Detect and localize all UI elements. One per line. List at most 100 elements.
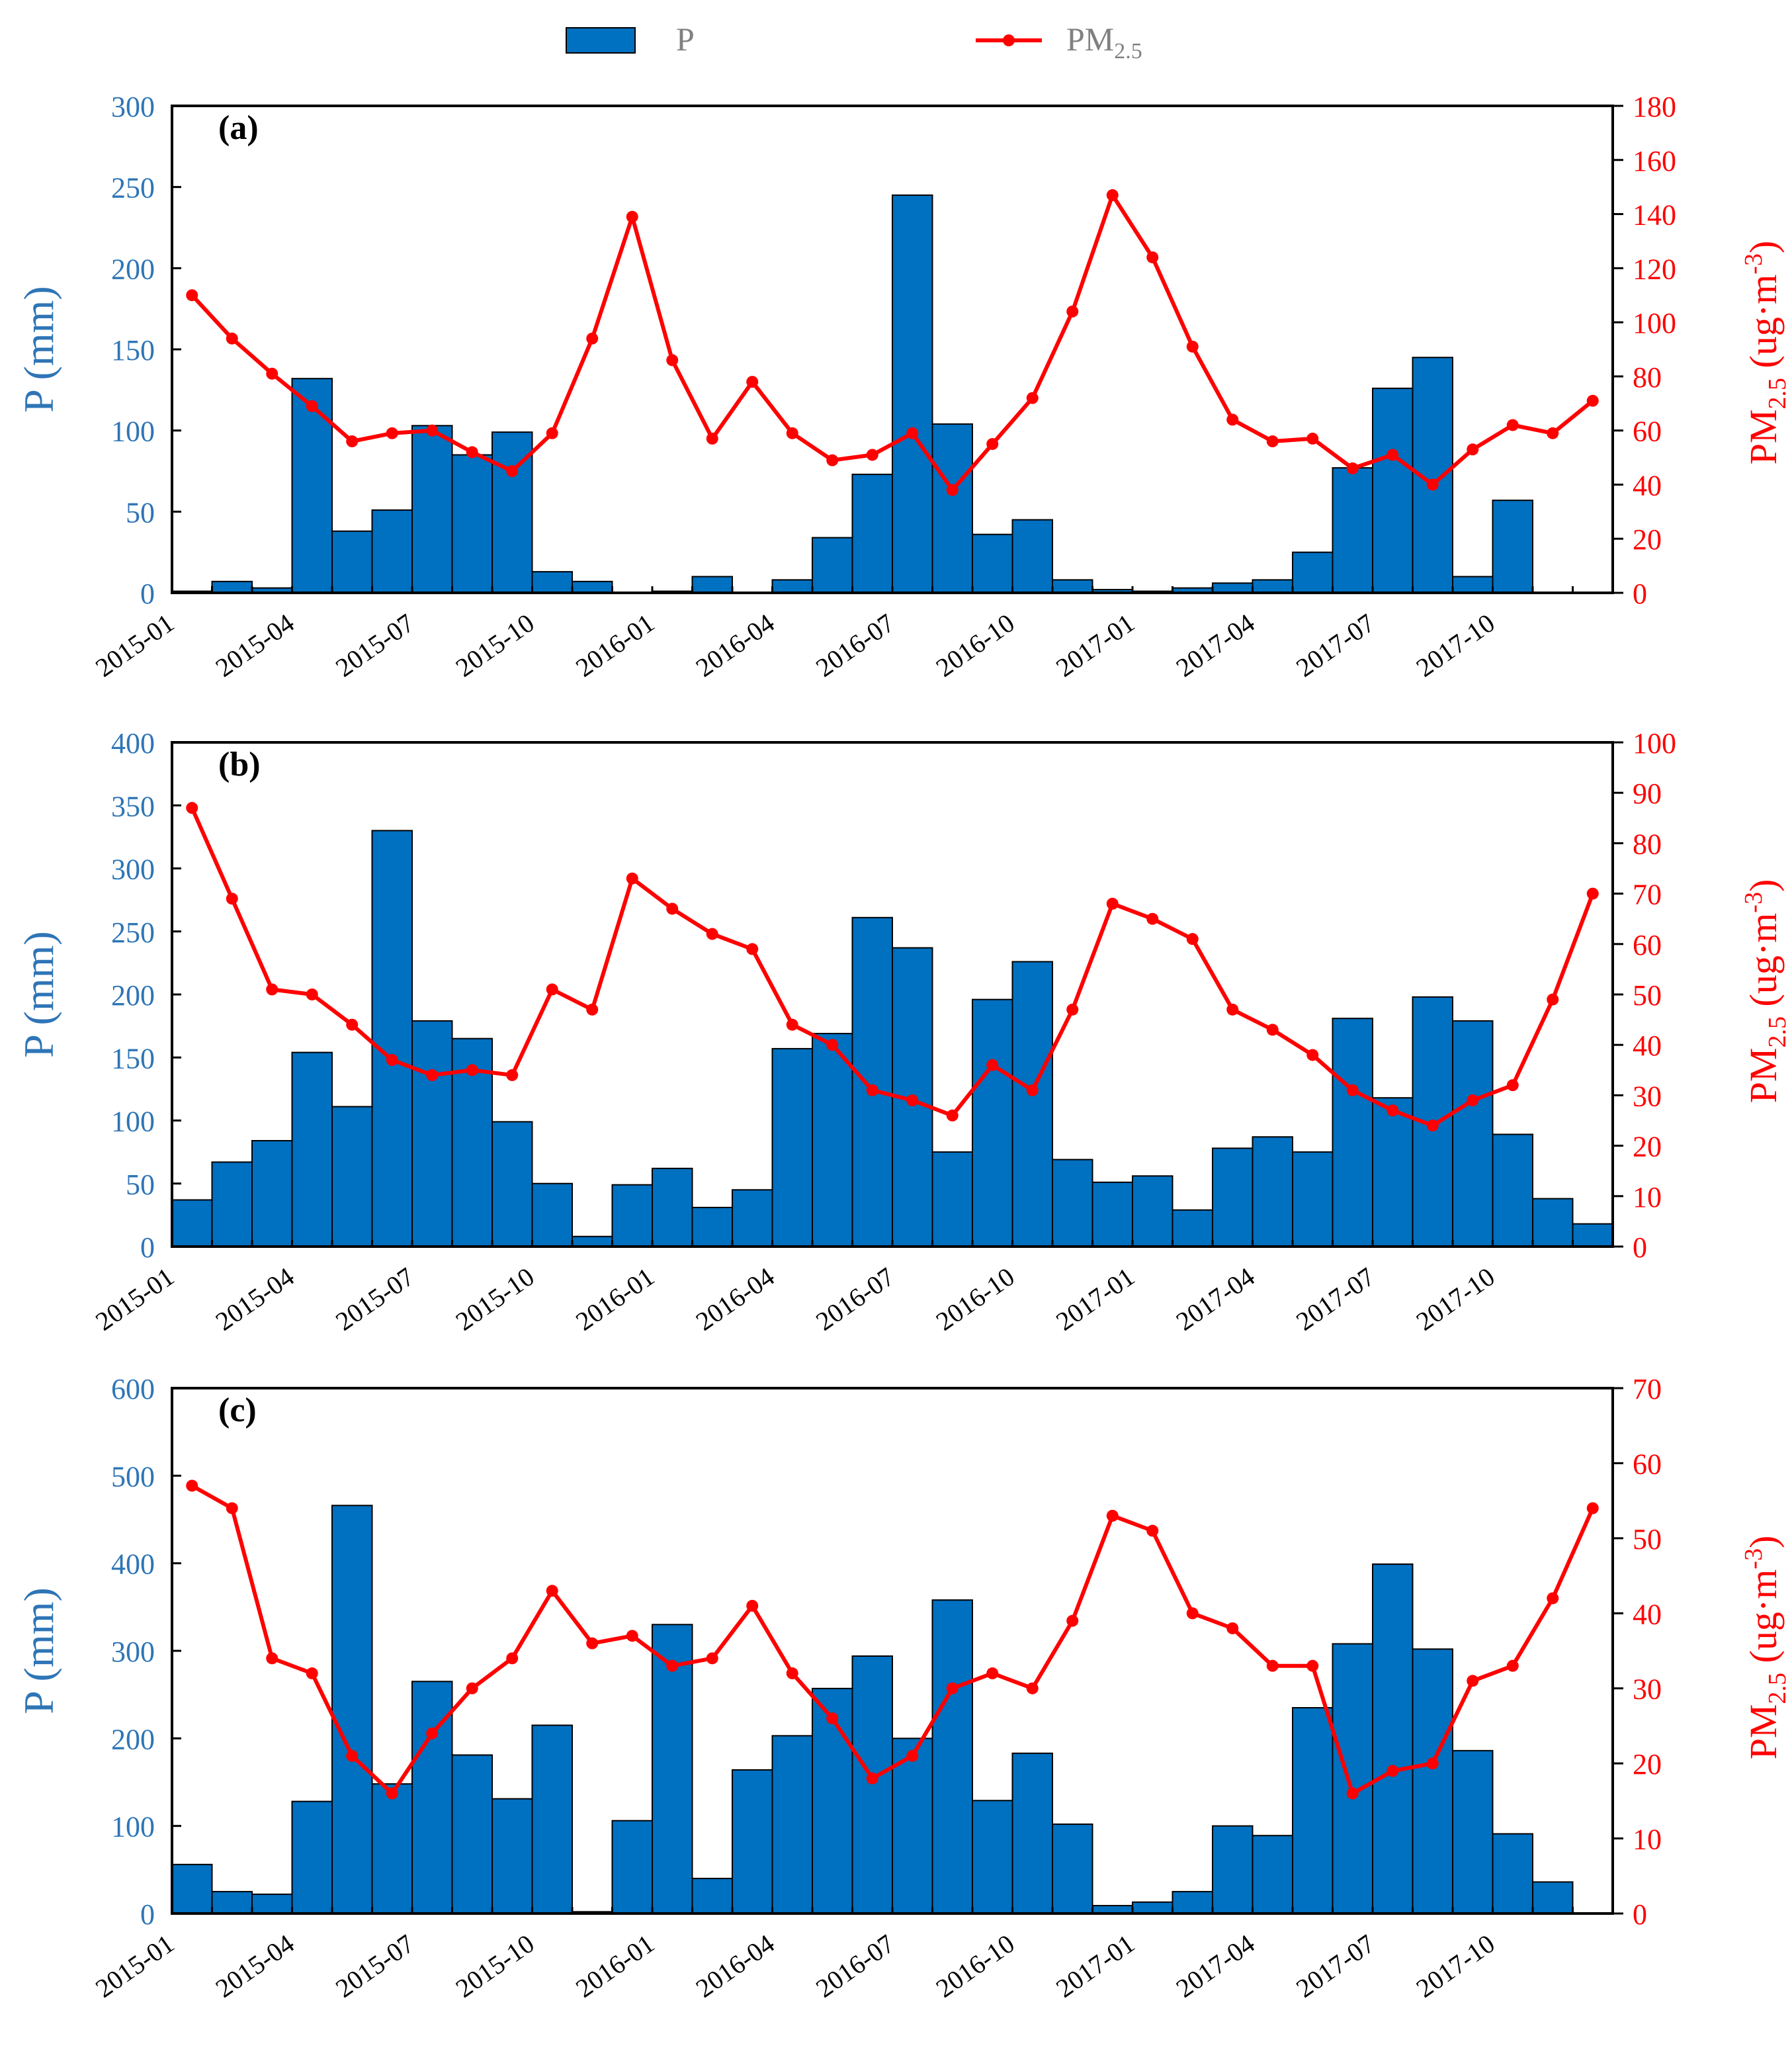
right-tick-label: 60: [1633, 929, 1662, 961]
right-axis: 0 10 20 30 40 50 60 70: [1613, 1373, 1662, 1931]
left-tick-label: 250: [111, 172, 155, 204]
pm25-point-2015-02: [226, 893, 238, 905]
bar-series: [171, 830, 1613, 1248]
bar-2015-06: [371, 830, 413, 1247]
pm25-point-2015-07: [426, 1727, 439, 1739]
bar-2016-07: [892, 194, 933, 594]
pm25-point-2016-05: [826, 1712, 839, 1725]
bar-2016-07: [892, 1737, 933, 1914]
pm25-point-2016-10: [1026, 392, 1039, 404]
pm25-point-2017-06: [1346, 1084, 1359, 1096]
bar-2017-02: [1172, 1890, 1213, 1915]
pm25-point-2016-12: [1106, 897, 1119, 910]
pm25-point-2017-10: [1506, 419, 1519, 431]
pm25-point-2016-04: [786, 1667, 798, 1680]
bar-2016-09: [972, 1800, 1013, 1915]
pm25-point-2017-12: [1586, 887, 1599, 900]
pm25-point-2016-09: [986, 1059, 999, 1071]
x-tick-label: 2015-07: [330, 1929, 419, 2003]
x-tick-label: 2016-07: [810, 608, 900, 683]
right-axis: 0 10 20 30 40 50 60 70 80 90 100: [1613, 727, 1676, 1264]
panels: 0501001502002503000204060801001201401601…: [15, 91, 1791, 2003]
x-tick-label: 2017-10: [1411, 1929, 1500, 2003]
chart-panel-1: 0 50 100 150 200 250 300 0 20 40 60 80 100 120 140 160 1…: [15, 91, 1791, 683]
pm25-point-2015-03: [266, 367, 278, 380]
x-tick-label: 2015-01: [90, 1262, 179, 1337]
right-tick-label: 90: [1633, 777, 1662, 810]
bar-2016-04: [771, 579, 813, 594]
bar-2016-06: [851, 473, 893, 594]
right-axis-title-part: ): [1742, 241, 1785, 253]
bar-2016-08: [931, 1151, 973, 1247]
x-axis: 2015-01 2015-04 2015-07 2015-10 2016-01 2016-…: [90, 1907, 1614, 2003]
pm25-point-2015-12: [626, 872, 638, 885]
legend: P PM2.5: [566, 21, 1142, 64]
right-tick-label: 140: [1633, 199, 1676, 232]
x-tick-label: 2016-07: [810, 1929, 900, 2003]
pm25-point-2017-03: [1226, 1003, 1239, 1016]
pm25-point-2015-11: [586, 1637, 599, 1649]
pm25-point-2017-11: [1547, 427, 1559, 439]
left-tick-label: 400: [111, 727, 155, 760]
pm25-line: [191, 1483, 1595, 1796]
left-tick-label: 600: [111, 1373, 155, 1405]
x-tick-label: 2017-04: [1171, 1262, 1260, 1337]
bar-2017-04: [1252, 579, 1293, 594]
left-tick-label: 100: [111, 1106, 155, 1138]
bar-2017-10: [1492, 1133, 1533, 1247]
pm25-point-2016-11: [1066, 305, 1079, 318]
bar-2016-04: [771, 1735, 813, 1914]
bar-2015-11: [572, 580, 613, 594]
left-tick-label: 0: [140, 1898, 155, 1931]
pm25-point-2016-03: [746, 943, 759, 955]
pm25-point-2017-05: [1306, 1659, 1319, 1672]
bar-2017-09: [1452, 1020, 1494, 1247]
pm25-point-2015-08: [466, 1064, 478, 1077]
right-axis-title: PM2.5 (ug·m-3): [1740, 1536, 1791, 1760]
right-tick-label: 40: [1633, 1598, 1662, 1630]
bar-2016-01: [652, 1624, 693, 1915]
pm25-point-2015-08: [466, 446, 478, 459]
pm25-point-2016-12: [1106, 1509, 1119, 1522]
pm25-point-2017-03: [1226, 1622, 1239, 1634]
x-tick-label: 2015-07: [330, 1262, 419, 1337]
pm25-point-2016-05: [826, 454, 839, 466]
bar-2016-05: [812, 1033, 853, 1248]
x-axis: 2015-01 2015-04 2015-07 2015-10 2016-01 2016-…: [90, 1240, 1614, 1337]
bar-2016-11: [1052, 1159, 1093, 1248]
pm25-point-2017-12: [1586, 1502, 1599, 1515]
left-tick-label: 0: [140, 578, 155, 610]
chart-panel-3: 0 100 200 300 400 500 600 0 10 20 30 40 50 60 70 2015-0…: [15, 1373, 1791, 2003]
pm25-point-2015-03: [266, 1652, 278, 1665]
pm25-line: [191, 193, 1594, 492]
right-tick-label: 100: [1633, 307, 1676, 339]
x-tick-label: 2015-07: [330, 608, 419, 683]
x-tick-label: 2017-04: [1171, 1929, 1260, 2003]
bar-2015-03: [251, 1139, 293, 1247]
bar-2016-02: [691, 1206, 733, 1247]
bar-2017-05: [1292, 1151, 1334, 1247]
bar-2015-02: [211, 1161, 253, 1247]
right-axis-title-part: ): [1742, 1536, 1785, 1548]
bar-2017-04: [1252, 1835, 1293, 1915]
bar-2016-02: [691, 576, 733, 594]
x-axis: 2015-01 2015-04 2015-07 2015-10 2016-01 2016-…: [90, 586, 1614, 683]
pm25-point-2016-06: [866, 1772, 878, 1784]
x-tick-label: 2016-10: [931, 608, 1020, 683]
left-tick-label: 300: [111, 854, 155, 886]
pm25-point-2017-07: [1387, 1765, 1399, 1777]
x-tick-label: 2017-07: [1291, 1262, 1380, 1337]
bar-2017-07: [1372, 1097, 1414, 1247]
x-tick-label: 2017-10: [1411, 608, 1500, 683]
x-tick-label: 2016-04: [691, 608, 780, 683]
panel-label: (b): [218, 746, 261, 783]
pm25-point-2015-04: [306, 1667, 318, 1680]
bar-2015-01: [171, 1863, 213, 1914]
pm25-point-2016-02: [706, 928, 718, 940]
pm25-point-2015-09: [506, 465, 519, 477]
pm25-point-2016-04: [786, 427, 798, 439]
bar-2017-03: [1212, 1147, 1254, 1248]
pm25-point-2017-04: [1266, 1659, 1279, 1672]
x-tick-label: 2015-04: [210, 608, 300, 683]
pm25-point-2015-10: [546, 1585, 558, 1597]
